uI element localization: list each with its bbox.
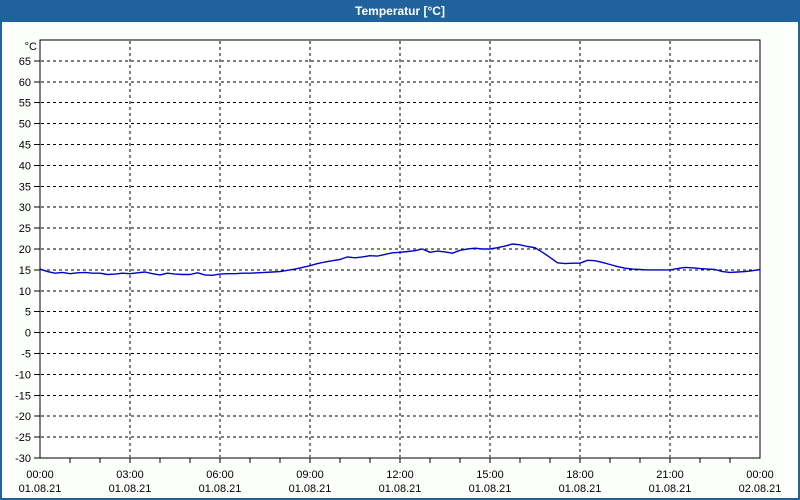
y-axis-label: 25	[19, 223, 31, 235]
y-axis-label: -30	[15, 453, 31, 465]
y-axis-label: 35	[19, 181, 31, 193]
y-axis-label: 45	[19, 140, 31, 152]
x-axis-date-label: 01.08.21	[19, 483, 62, 495]
y-axis-label: -15	[15, 390, 31, 402]
y-axis-label: 20	[19, 244, 31, 256]
x-axis-time-label: 03:00	[116, 469, 144, 481]
y-axis-label: 50	[19, 119, 31, 131]
x-axis-date-label: 01.08.21	[289, 483, 332, 495]
x-axis-date-label: 02.08.21	[739, 483, 782, 495]
y-axis-label: 55	[19, 98, 31, 110]
y-axis-label: 40	[19, 160, 31, 172]
x-axis-date-label: 01.08.21	[199, 483, 242, 495]
x-axis-date-label: 01.08.21	[109, 483, 152, 495]
y-axis-label: 65	[19, 56, 31, 68]
x-axis-time-label: 00:00	[746, 469, 774, 481]
y-axis-label: -5	[21, 349, 31, 361]
y-axis-label: 5	[25, 307, 31, 319]
x-axis-date-label: 01.08.21	[379, 483, 422, 495]
x-axis-time-label: 21:00	[656, 469, 684, 481]
x-axis-time-label: 12:00	[386, 469, 414, 481]
x-axis-date-label: 01.08.21	[559, 483, 602, 495]
y-axis-label: -25	[15, 432, 31, 444]
temperature-series-line	[39, 243, 761, 276]
y-axis-label: 10	[19, 286, 31, 298]
y-axis-label: 15	[19, 265, 31, 277]
y-axis-label: 60	[19, 77, 31, 89]
chart-title: Temperatur [°C]	[355, 4, 445, 18]
x-axis-time-label: 09:00	[296, 469, 324, 481]
title-bar: Temperatur [°C]	[0, 0, 800, 22]
y-axis-label: 0	[25, 328, 31, 340]
y-axis-unit-label: °C	[25, 41, 37, 53]
y-axis-label: 30	[19, 202, 31, 214]
y-axis-label: -10	[15, 369, 31, 381]
x-axis-time-label: 15:00	[476, 469, 504, 481]
x-axis-date-label: 01.08.21	[469, 483, 512, 495]
x-axis-time-label: 18:00	[566, 469, 594, 481]
x-axis-time-label: 00:00	[26, 469, 54, 481]
x-axis-date-label: 01.08.21	[649, 483, 692, 495]
x-axis-time-label: 06:00	[206, 469, 234, 481]
y-axis-label: -20	[15, 411, 31, 423]
